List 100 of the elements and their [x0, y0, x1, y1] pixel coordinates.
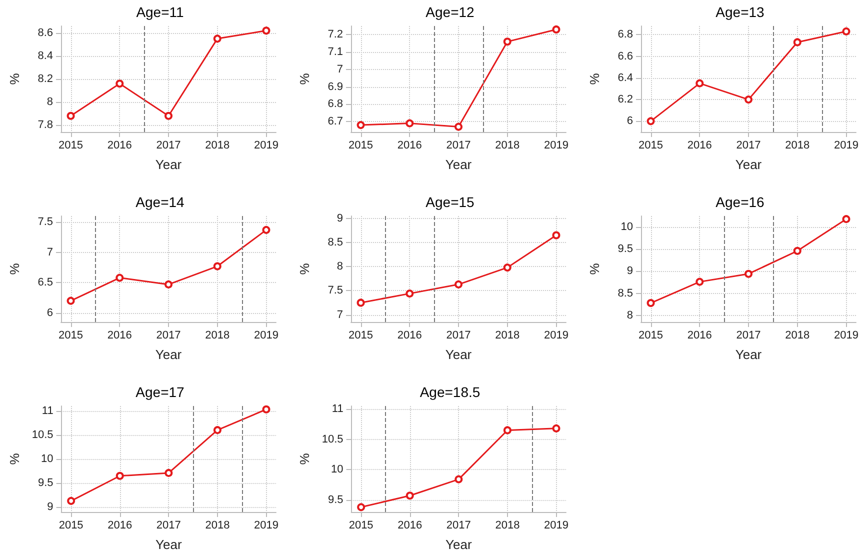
x-axis-title: Year: [735, 347, 762, 362]
chart-title: Age=15: [426, 194, 475, 210]
point: [696, 278, 704, 286]
x-tick-label: 2015: [638, 140, 664, 152]
y-tick-label: 6.9: [328, 80, 343, 93]
point: [66, 296, 75, 305]
x-axis-title: Year: [445, 157, 472, 172]
x-tick-label: 2018: [495, 520, 520, 532]
y-tick-label: 6.7: [328, 116, 343, 128]
point: [503, 426, 512, 434]
x-axis-title: Year: [155, 347, 182, 362]
y-tick-label: 8.5: [328, 236, 343, 248]
point: [842, 27, 850, 36]
point: [357, 503, 366, 512]
x-tick-label: 2018: [495, 330, 520, 342]
x-tick-label: 2015: [58, 520, 84, 532]
x-tick-label: 2018: [205, 520, 230, 532]
point: [213, 262, 222, 270]
y-axis-title: %: [297, 452, 312, 465]
x-tick-label: 2019: [254, 330, 278, 342]
x-tick-label: 2015: [348, 520, 374, 532]
x-tick-label: 2018: [205, 330, 230, 342]
y-tick-label: 9.5: [328, 494, 344, 506]
y-axis-title: %: [297, 72, 312, 85]
point: [356, 121, 365, 130]
point: [454, 280, 462, 288]
point: [793, 38, 802, 46]
y-tick-label: 10.5: [32, 428, 54, 441]
point: [164, 468, 173, 477]
x-tick-label: 2016: [397, 140, 422, 152]
x-tick-label: 2015: [638, 330, 664, 342]
y-tick-label: 6.2: [618, 94, 633, 106]
y-tick-label: 6.4: [618, 72, 633, 84]
x-tick-label: 2015: [348, 330, 374, 342]
x-tick-label: 2019: [544, 520, 568, 532]
y-tick-label: 8: [626, 309, 633, 322]
x-tick-label: 2019: [254, 520, 278, 532]
x-tick-label: 2017: [736, 140, 761, 152]
point: [66, 112, 75, 120]
point: [552, 25, 560, 34]
point: [164, 112, 172, 120]
y-tick-label: 6.8: [618, 28, 633, 41]
x-tick-label: 2015: [58, 330, 84, 342]
y-axis-title: %: [297, 262, 312, 275]
y-tick-label: 9: [47, 501, 54, 514]
point: [262, 26, 270, 35]
point: [262, 405, 270, 414]
x-tick-label: 2018: [205, 140, 230, 152]
y-tick-label: 6: [46, 306, 53, 319]
chart-title: Age=17: [136, 384, 185, 400]
y-axis-title: %: [587, 72, 602, 85]
x-tick-label: 2016: [397, 330, 422, 342]
y-axis-title: %: [7, 72, 22, 85]
y-tick-label: 8.2: [38, 73, 53, 85]
chart-title: Age=16: [716, 194, 765, 210]
chart-title: Age=14: [136, 194, 185, 210]
point: [213, 34, 222, 43]
y-tick-label: 8: [46, 96, 53, 108]
y-tick-label: 8.5: [618, 287, 633, 300]
chart-title: Age=18.5: [420, 384, 480, 400]
x-tick-label: 2019: [544, 140, 568, 152]
chart-title: Age=11: [136, 4, 184, 20]
x-tick-label: 2017: [156, 140, 181, 152]
point: [503, 38, 512, 46]
point: [793, 246, 802, 255]
point: [552, 424, 560, 432]
x-tick-label: 2017: [156, 330, 181, 342]
y-tick-label: 10: [620, 221, 633, 234]
point: [842, 215, 850, 224]
x-tick-label: 2019: [834, 140, 858, 152]
chart-title: Age=12: [426, 4, 475, 20]
x-tick-label: 2019: [544, 330, 568, 342]
point: [406, 290, 414, 298]
x-tick-label: 2017: [446, 330, 471, 342]
point: [116, 274, 124, 282]
x-tick-label: 2018: [495, 140, 520, 152]
y-tick-label: 7.5: [328, 284, 343, 297]
y-tick-label: 9: [626, 265, 633, 278]
x-tick-label: 2019: [834, 330, 858, 342]
x-tick-label: 2016: [687, 140, 712, 152]
x-tick-label: 2016: [108, 520, 132, 532]
x-tick-label: 2018: [785, 140, 810, 152]
y-tick-label: 7.5: [38, 216, 53, 228]
x-axis-title: Year: [446, 537, 472, 552]
point: [552, 231, 560, 240]
x-tick-label: 2018: [785, 330, 810, 342]
x-axis-title: Year: [155, 157, 182, 172]
y-tick-label: 7: [46, 246, 53, 258]
y-tick-label: 11: [332, 403, 344, 416]
x-tick-label: 2016: [398, 520, 422, 532]
y-tick-label: 7.1: [328, 46, 343, 58]
y-tick-label: 8.6: [38, 26, 53, 39]
y-tick-label: 6.6: [618, 50, 633, 62]
x-axis-title: Year: [735, 157, 762, 172]
point: [454, 475, 463, 484]
point: [116, 80, 124, 88]
x-tick-label: 2019: [254, 140, 278, 152]
point: [646, 117, 655, 126]
y-axis-title: %: [587, 262, 602, 275]
y-tick-label: 10: [331, 464, 344, 476]
